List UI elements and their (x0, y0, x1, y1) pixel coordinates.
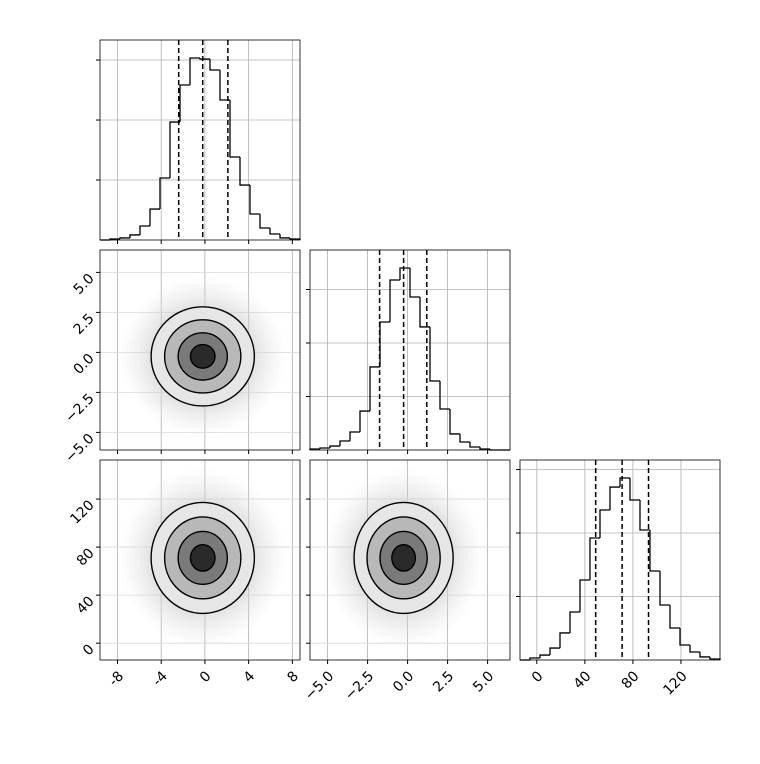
x-tick-label: 2.5 (430, 668, 457, 695)
hist-bin (579, 579, 590, 612)
hist-bin (379, 321, 390, 367)
x-tick-label: 40 (571, 668, 595, 692)
y-tick-label: 0 (80, 642, 98, 660)
hist-bin (659, 570, 670, 606)
y-tick-label: 0.0 (71, 351, 98, 378)
hist-bin (189, 57, 200, 85)
hist-bin (479, 447, 490, 450)
hist-bin (609, 486, 620, 511)
hist-bin (419, 296, 430, 328)
hist-bin (629, 478, 640, 501)
hist-bin (349, 431, 360, 442)
hist-bin (169, 121, 180, 178)
panel-frame (99, 459, 301, 661)
hist-bin (339, 440, 350, 447)
hist-bin (249, 185, 260, 215)
y-tick-label: 80 (74, 545, 98, 569)
hist-bin (209, 59, 220, 71)
hist-bin (199, 57, 210, 60)
x-tick-label: 120 (660, 668, 690, 698)
hist-bin (699, 652, 710, 658)
x-tick-label: -4 (150, 668, 171, 689)
hist-bin (529, 657, 540, 660)
hist-bin (119, 237, 130, 240)
density-level (189, 543, 216, 572)
panel-frame (99, 249, 301, 451)
hist-bin (539, 654, 550, 658)
y-tick-label: −5.0 (62, 431, 97, 466)
panel-frame (309, 249, 511, 451)
hist-bin (359, 410, 370, 433)
x-tick-label: -8 (106, 668, 127, 689)
hist-bin (149, 208, 160, 226)
y-tick-label: 120 (67, 497, 97, 527)
hist-bin (619, 477, 630, 488)
y-tick-label: 5.0 (71, 271, 98, 298)
hist-bin (669, 605, 680, 629)
y-tick-label: 40 (74, 593, 98, 617)
panel-frame (309, 459, 511, 661)
hist-bin (639, 500, 650, 531)
hist-bin (649, 529, 660, 572)
hist-bin (329, 445, 340, 448)
hist-bin (279, 234, 290, 239)
hist-bin (709, 656, 721, 660)
hist-bin (319, 447, 330, 450)
y-tick-label: −2.5 (62, 391, 97, 426)
hist-bin (159, 177, 170, 210)
hist-bin (589, 537, 600, 580)
panel-frame (99, 39, 301, 241)
hist-bin (129, 234, 140, 238)
x-tick-label: 5.0 (470, 668, 497, 695)
hist-bin (439, 380, 450, 410)
hist-bin (269, 228, 280, 235)
x-tick-label: 80 (619, 668, 643, 692)
hist-bin (139, 225, 150, 235)
hist-bin (459, 433, 470, 443)
hist-bin (429, 326, 440, 382)
hist-bin (369, 366, 380, 412)
hist-bin (179, 84, 190, 123)
y-tick-label: 2.5 (71, 311, 98, 338)
x-tick-label: 8 (284, 668, 302, 686)
hist-bin (259, 213, 270, 229)
x-tick-label: −2.5 (342, 668, 377, 703)
x-tick-label: −5.0 (302, 668, 337, 703)
hist-bin (599, 509, 610, 538)
hist-bin (239, 156, 250, 186)
hist-bin (409, 267, 420, 298)
hist-bin (689, 645, 700, 653)
x-tick-label: 0.0 (390, 668, 417, 695)
density-level (189, 343, 216, 369)
hist-bin (679, 628, 690, 646)
hist-bin (469, 441, 480, 448)
hist-bin (229, 99, 240, 158)
hist-bin (219, 69, 230, 101)
hist-bin (399, 267, 410, 280)
x-tick-label: 4 (241, 668, 259, 686)
hist-bin (549, 647, 560, 656)
x-tick-label: 0 (529, 668, 547, 686)
hist-bin (569, 611, 580, 633)
hist-bin (559, 632, 570, 649)
hist-bin (389, 279, 400, 323)
x-tick-label: 0 (197, 668, 215, 686)
density-level (391, 543, 417, 572)
hist-bin (449, 409, 460, 435)
panel-frame (519, 459, 721, 661)
